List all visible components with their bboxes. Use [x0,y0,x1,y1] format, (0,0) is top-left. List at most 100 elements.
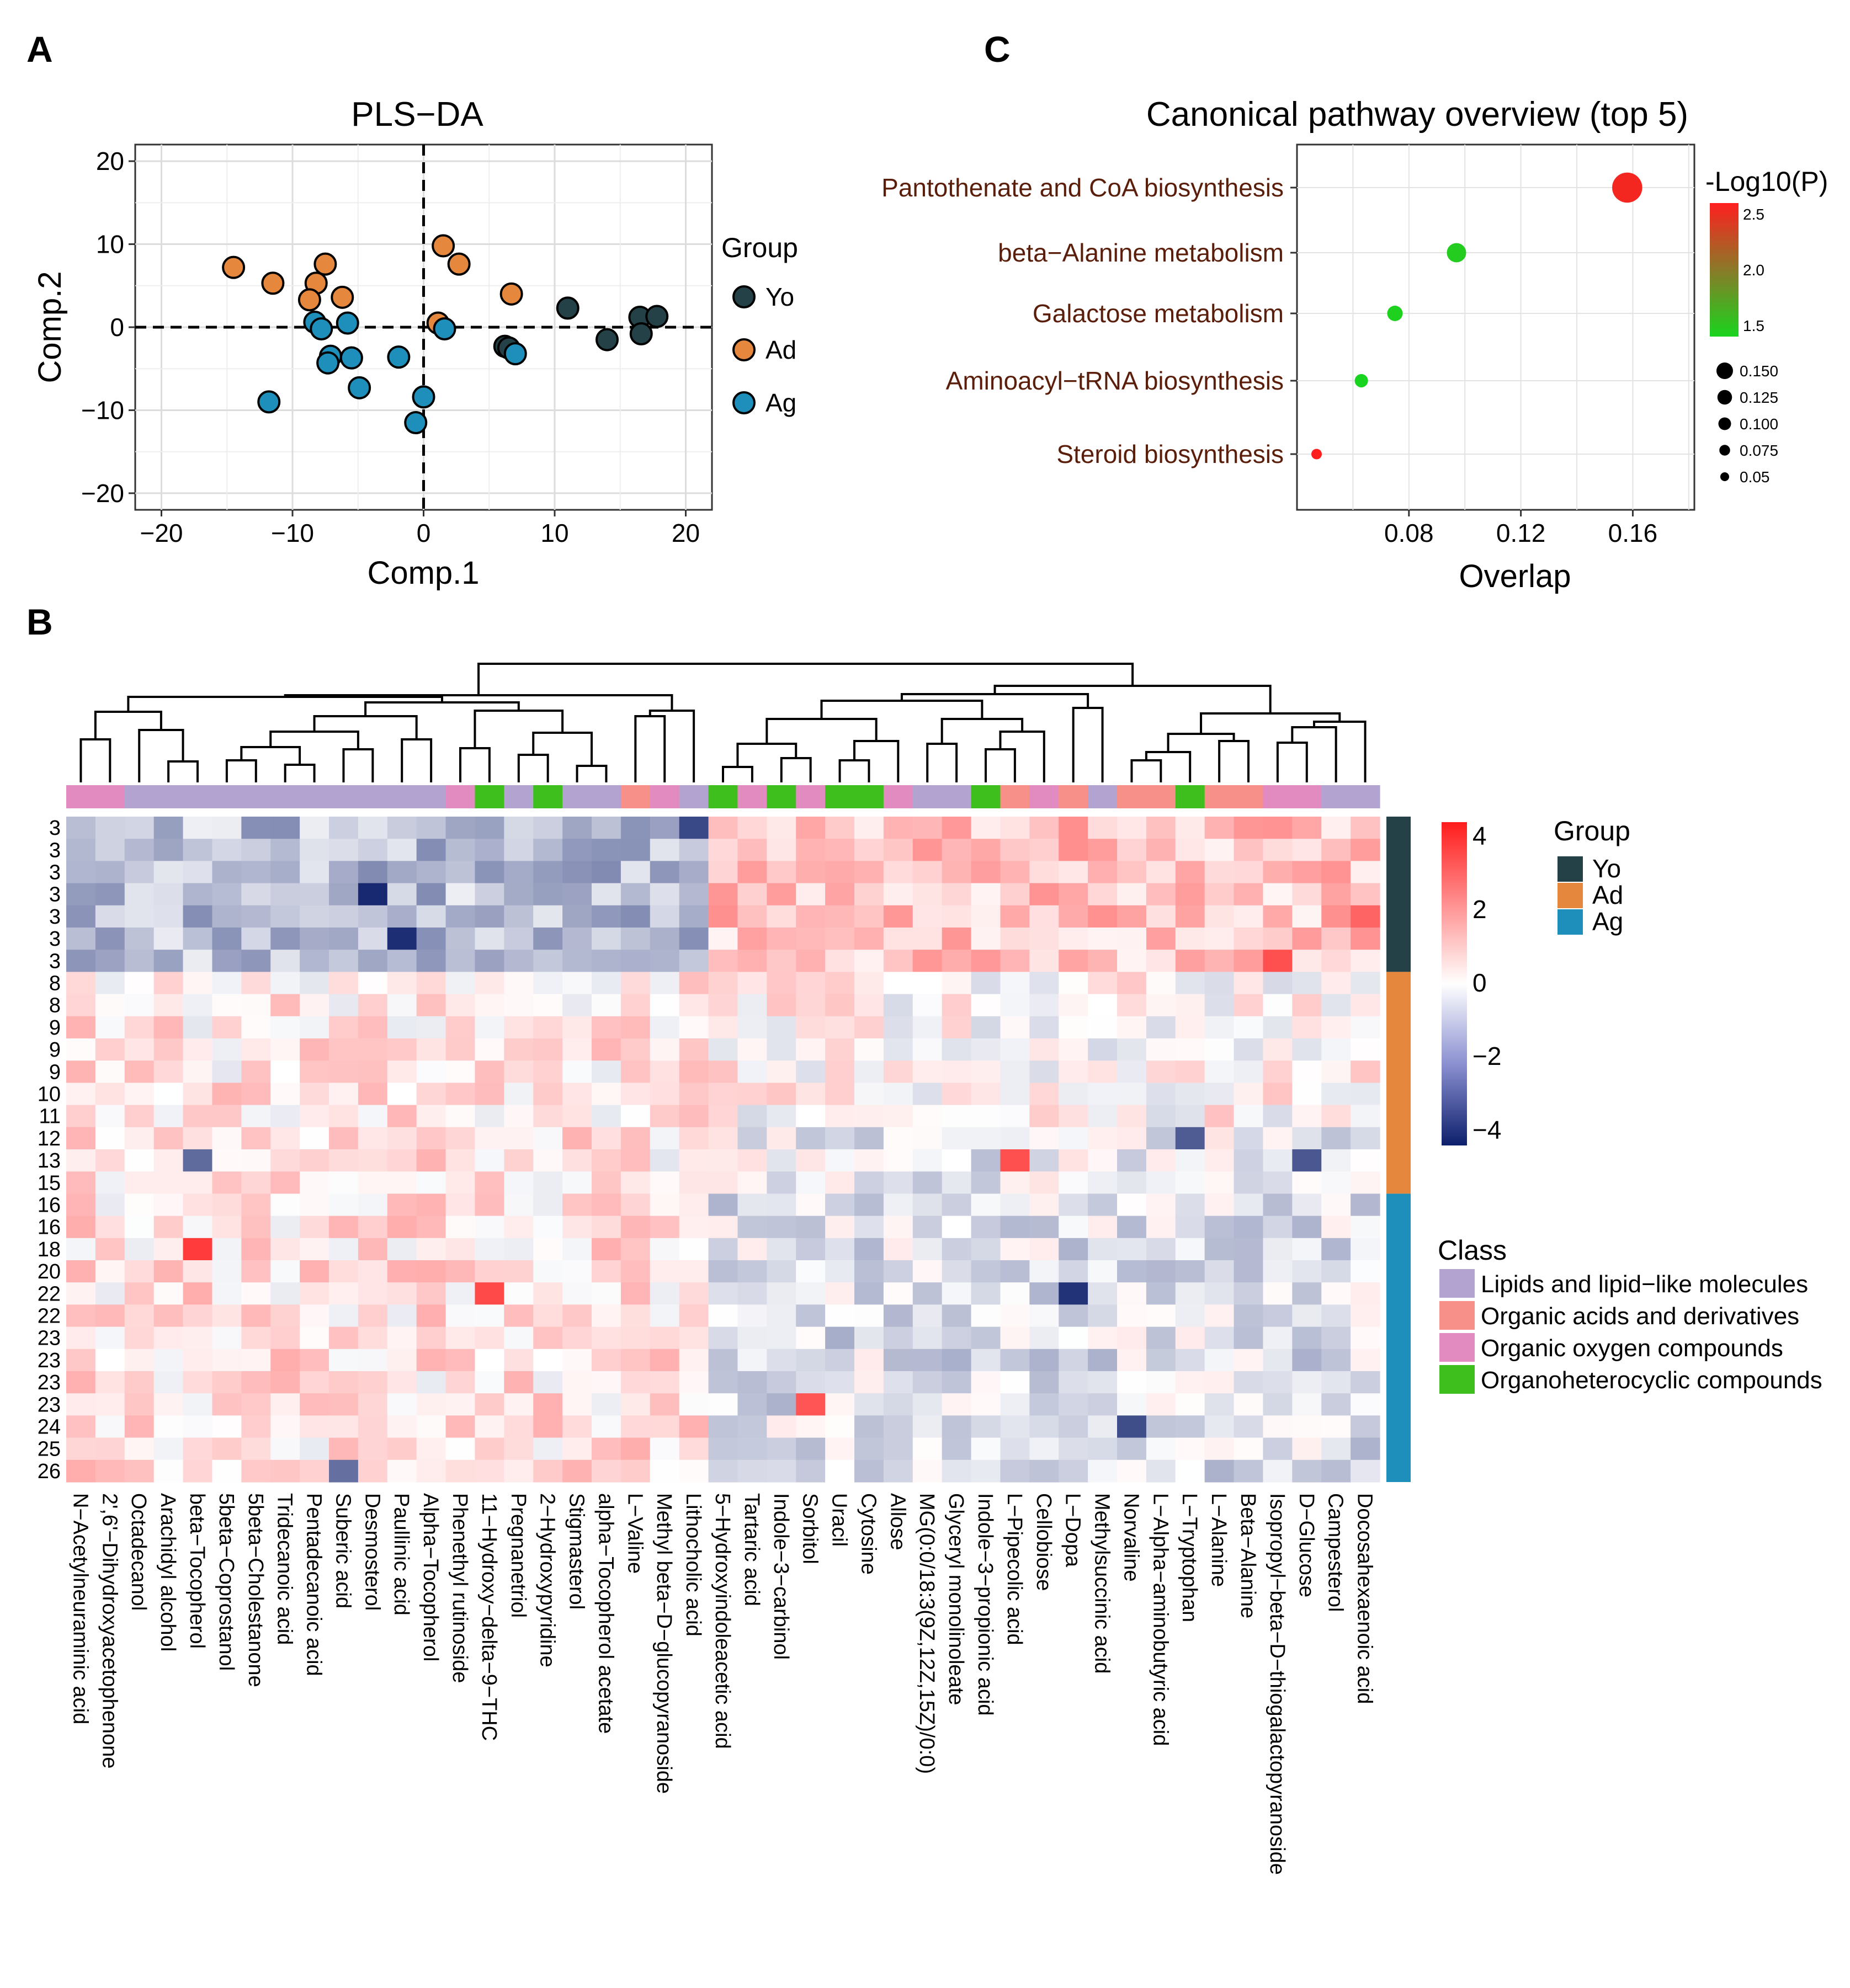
heatmap-cell [942,905,972,928]
heatmap-cell [1000,1304,1030,1328]
heatmap-cell [620,1371,651,1394]
heatmap-cell [1292,1260,1322,1283]
heatmap-cell [329,1437,359,1461]
heatmap-cell [1321,1437,1351,1461]
pls-point-ag [336,311,359,335]
heatmap-cell [183,1149,213,1172]
heatmap-cell [620,1127,651,1150]
heatmap-column-label: Stigmasterol [565,1493,588,1609]
heatmap-cell [533,1371,563,1394]
heatmap-column-label: Octadecanol [127,1493,150,1611]
heatmap-cell [475,1193,504,1217]
heatmap-cell [1059,839,1088,861]
heatmap-cell [358,1326,388,1350]
heatmap-cell [1088,1038,1118,1061]
heatmap-cell [1175,861,1205,884]
dendrogram-branch [853,740,900,782]
heatmap-column-label: L−Tryptophan [1178,1493,1201,1622]
heatmap-cell [650,1437,680,1461]
heatmap-cell [124,1171,155,1194]
heatmap-cell [124,950,155,972]
class-bar-cell [358,785,388,808]
heatmap-cell [592,1149,621,1172]
heatmap-cell [95,928,125,950]
heatmap-cell [883,994,913,1017]
heatmap-cell [1000,1282,1030,1305]
heatmap-cell [95,817,125,839]
heatmap-cell [241,1083,271,1106]
heatmap-cell [300,1193,329,1217]
heatmap-cell [241,1371,271,1394]
heatmap-cell [796,1216,826,1239]
heatmap-cell [767,1216,796,1239]
heatmap-cell [241,861,271,884]
heatmap-cell [679,950,709,972]
heatmap-cell [1321,994,1351,1017]
heatmap-cell [445,1083,476,1106]
class-bar-cell [445,785,476,808]
heatmap-cell [533,1326,563,1350]
heatmap-cell [1029,950,1059,972]
heatmap-cell [270,1171,300,1194]
heatmap-cell [1029,1171,1059,1194]
heatmap-cell [737,1149,767,1172]
heatmap-cell [708,1127,738,1150]
heatmap-cell [1263,1038,1293,1061]
heatmap-cell [825,1149,855,1172]
heatmap-cell [445,1193,476,1217]
heatmap-cell [1175,1415,1205,1438]
heatmap-cell [562,1016,592,1039]
heatmap-cell [66,1282,96,1305]
heatmap-cell [445,928,476,950]
heatmap-cell [124,1349,155,1372]
heatmap-cell [329,994,359,1017]
pls-point-ag [339,346,363,370]
heatmap-cell [650,1171,680,1194]
heatmap-cell [153,1371,184,1394]
heatmap-column-label: 2',6'−Dihydroxyacetophenone [98,1493,121,1768]
heatmap-cell [708,861,738,884]
heatmap-cell [358,972,388,995]
heatmap-cell [971,1393,1001,1416]
heatmap-cell [183,883,213,906]
pls-point-ag [387,345,411,369]
y-tick-label: 0 [110,313,124,342]
heatmap-cell [1175,839,1205,861]
heatmap-cell [708,1304,738,1328]
class-bar-cell [825,785,855,808]
heatmap-cell [1088,1260,1118,1283]
heatmap-cell [592,1171,621,1194]
heatmap-cell [504,1038,534,1061]
heatmap-cell [767,861,796,884]
heatmap-row-label: 3 [49,817,61,840]
heatmap-cell [95,1238,125,1261]
pathway-label: beta−Alanine metabolism [998,238,1284,267]
heatmap-cell [592,1038,621,1061]
pls-point-yo [645,305,669,328]
heatmap-cell [767,928,796,950]
heatmap-cell [1204,950,1235,972]
heatmap-cell [241,905,271,928]
heatmap-cell [1088,1437,1118,1461]
heatmap-row-label: 3 [49,928,61,951]
class-bar-cell [504,785,534,808]
heatmap-cell [1029,861,1059,884]
heatmap-cell [416,1060,446,1083]
heatmap-cell [971,1216,1001,1239]
x-tick-label: 0.16 [1608,519,1658,547]
heatmap-cell [737,1459,767,1483]
pathway-label: Steroid biosynthesis [1056,440,1284,468]
heatmap-cell [912,1193,943,1217]
heatmap-cell [854,861,884,884]
heatmap-cell [650,950,680,972]
heatmap-cell [650,905,680,928]
heatmap-row-label: 23 [38,1327,61,1350]
heatmap-column-label: Campesterol [1324,1493,1347,1612]
heatmap-cell [796,839,826,861]
heatmap-cell [1175,883,1205,906]
size-legend-dot [1716,363,1733,379]
heatmap-cell [241,1060,271,1083]
heatmap-cell [796,1127,826,1150]
heatmap-cell [1292,1016,1322,1039]
heatmap-cell [475,1238,504,1261]
